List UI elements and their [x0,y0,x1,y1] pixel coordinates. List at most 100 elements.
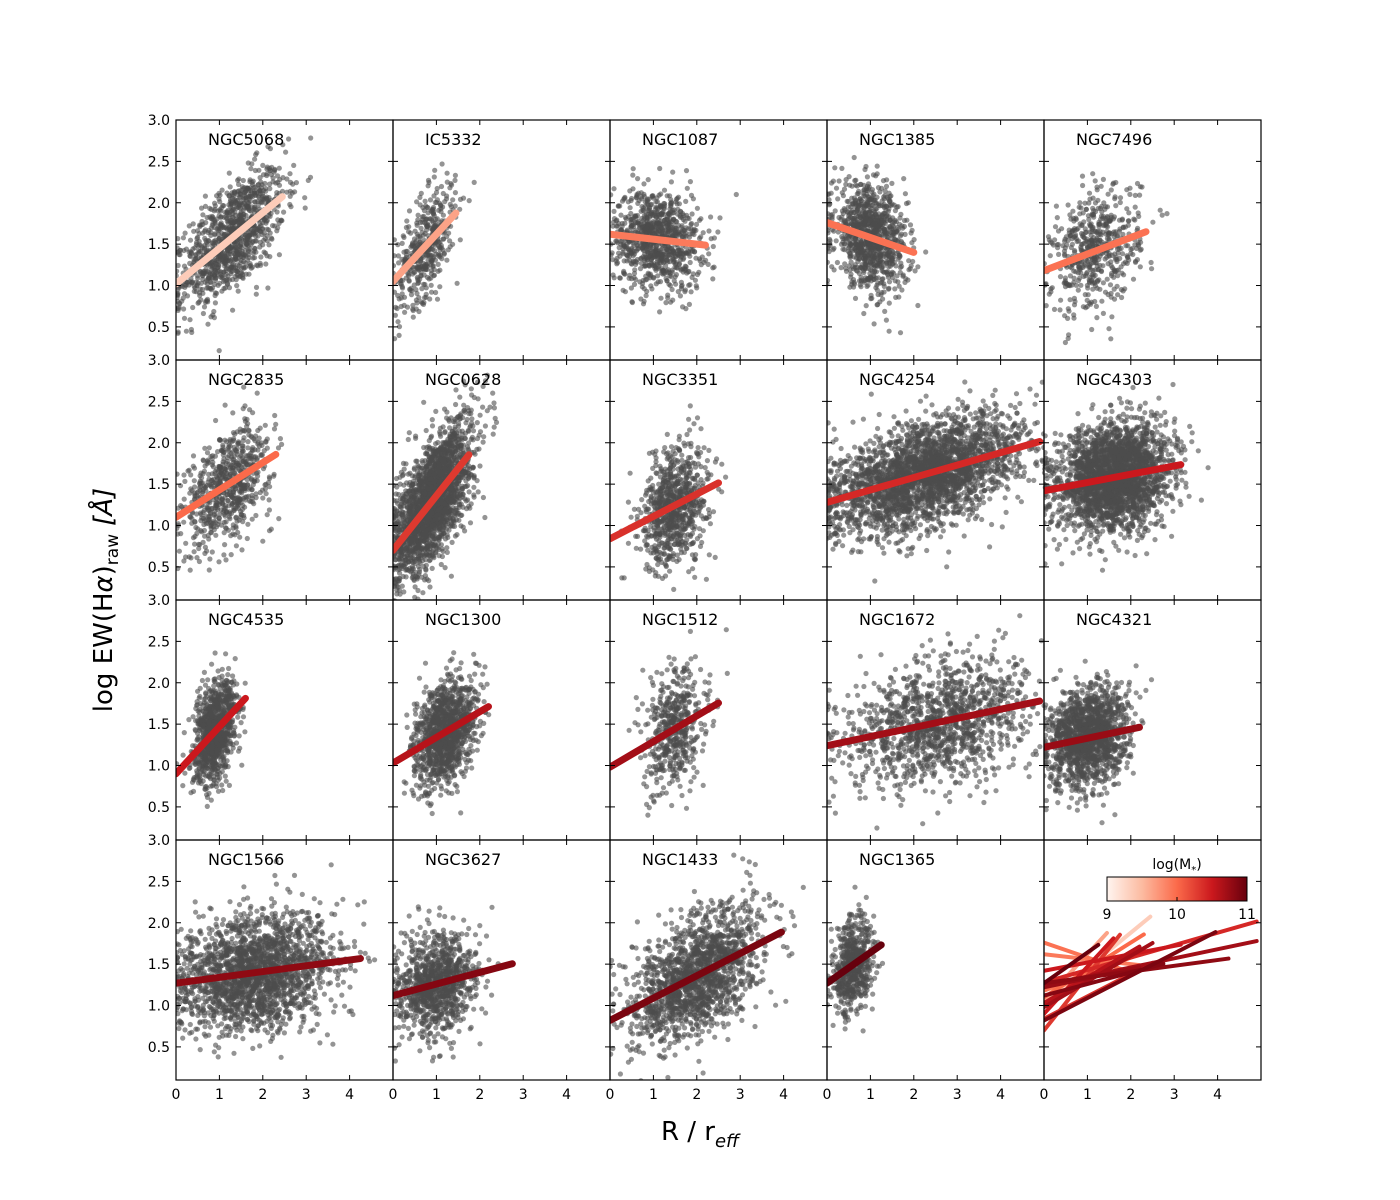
data-point [1108,290,1114,296]
data-point [653,199,659,205]
data-point [1084,243,1091,249]
data-point [839,165,845,171]
data-point [202,279,208,285]
data-point [247,192,253,198]
data-point [226,442,232,448]
data-point [208,232,214,238]
data-point [425,183,431,189]
data-point [1132,259,1139,265]
data-point [898,238,904,245]
data-point [897,264,904,271]
data-point [408,230,414,236]
data-point [206,445,212,451]
data-point [877,260,883,266]
data-point [622,289,629,295]
data-point [258,254,264,260]
data-point [212,273,218,279]
data-point [232,252,238,258]
data-point [898,211,904,217]
data-point [863,261,869,267]
data-point [255,198,261,204]
data-point [230,494,236,500]
data-point [666,252,672,258]
data-point [222,513,228,519]
data-point [1062,275,1068,281]
data-point [217,221,223,227]
data-point [715,229,721,235]
data-point [641,212,648,219]
data-point [688,289,694,295]
data-point [850,266,857,272]
data-point [220,473,226,479]
data-point [260,172,267,178]
data-point [195,489,201,495]
data-point [649,247,655,253]
data-point [664,193,670,199]
data-point [438,183,445,190]
data-point [676,261,683,267]
data-point [631,223,637,230]
data-point [616,245,622,251]
data-point [1101,200,1107,206]
data-point [833,238,839,244]
data-point [406,208,413,214]
data-point [875,301,881,308]
data-point [262,422,268,428]
data-point [911,237,917,243]
data-point [219,258,226,265]
data-point [409,242,415,249]
data-point [875,185,882,191]
data-point [1052,224,1059,230]
data-point [410,314,416,320]
data-point [419,300,425,306]
data-point [444,170,450,176]
data-point [1044,261,1047,267]
data-point [189,488,195,494]
data-point [228,552,234,558]
data-point [222,466,228,472]
data-point [698,262,704,268]
data-point [905,200,911,206]
data-point [1093,237,1099,243]
data-point [417,202,423,208]
panel-title: NGC7496 [1076,130,1152,149]
data-point [213,532,219,538]
data-point [1127,185,1133,191]
data-point [841,186,848,192]
data-point [687,179,694,185]
data-point [264,164,270,170]
data-point [1080,233,1086,239]
data-point [176,236,181,242]
data-point [682,267,688,273]
data-point [1112,251,1118,257]
data-point [1094,184,1100,190]
data-point [220,461,226,467]
data-point [1107,282,1114,288]
data-point [1075,287,1081,293]
data-point [404,252,410,258]
data-point [1150,219,1156,225]
data-point [191,478,197,484]
data-point [181,315,188,321]
data-point [263,491,269,497]
data-point [895,256,901,262]
data-point [221,285,227,292]
data-point [216,213,222,219]
panel-content [393,161,477,342]
data-point [400,277,406,283]
data-point [886,279,893,285]
data-point [441,251,447,257]
data-point [197,478,203,484]
data-point [197,223,203,230]
data-point [192,245,198,251]
data-point [204,483,210,489]
data-point [255,469,261,475]
fit-line [176,193,286,288]
data-point [1085,285,1091,291]
data-point [855,214,861,220]
data-point [1114,258,1120,265]
data-point [895,204,901,210]
data-point [1120,225,1126,231]
data-point [262,235,268,242]
fit-line [827,219,918,256]
